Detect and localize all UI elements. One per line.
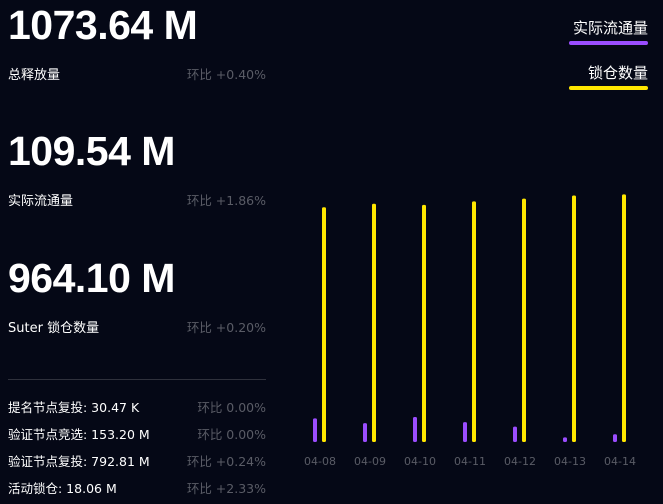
stat-value: 964.10 M [8,255,175,301]
bar-circulating-04-08[interactable] [313,418,317,442]
bar-circulating-04-14[interactable] [613,434,617,442]
stat-change: 环比 +0.20% [186,320,266,335]
detail-label: 活动锁仓: 18.06 M [8,481,117,496]
stat-change: 环比 +1.86% [186,193,266,208]
stat-label: Suter 锁仓数量 [8,321,100,336]
x-tick-label: 04-14 [604,455,636,468]
bar-locked-04-09[interactable] [372,203,376,442]
detail-change: 环比 +0.24% [186,454,266,469]
stat-total-release: 1073.64 M 总释放量 环比 +0.40% [8,3,266,83]
legend-label: 锁仓数量 [587,64,648,82]
stat-value: 109.54 M [8,128,175,174]
detail-row: 验证节点竞选: 153.20 M 环比 0.00% [8,424,266,443]
bar-locked-04-12[interactable] [522,198,526,442]
bar-locked-04-14[interactable] [622,194,626,442]
detail-label: 验证节点竞选: 153.20 M [8,427,150,442]
stat-label: 总释放量 [8,68,61,83]
bar-locked-04-08[interactable] [322,207,326,442]
bar-circulating-04-09[interactable] [363,423,367,442]
detail-change: 环比 +2.33% [186,481,266,496]
stat-label: 实际流通量 [8,194,74,209]
bar-locked-04-13[interactable] [572,195,576,442]
bar-locked-04-10[interactable] [422,204,426,442]
x-tick-label: 04-08 [304,455,336,468]
detail-row: 提名节点复投: 30.47 K 环比 0.00% [8,397,266,416]
legend-circulating[interactable]: 实际流通量 [569,19,648,45]
detail-label: 提名节点复投: 30.47 K [8,400,140,415]
divider [8,379,266,380]
x-tick-label: 04-10 [404,455,436,468]
detail-change: 环比 0.00% [197,400,266,415]
bar-circulating-04-11[interactable] [463,422,467,442]
detail-row: 活动锁仓: 18.06 M 环比 +2.33% [8,478,266,497]
stat-circulating: 109.54 M 实际流通量 环比 +1.86% [8,129,266,209]
bar-circulating-04-13[interactable] [563,437,567,442]
legend-swatch [569,86,648,90]
x-tick-label: 04-11 [454,455,486,468]
detail-change: 环比 0.00% [197,427,266,442]
legend-label: 实际流通量 [572,19,648,37]
bar-circulating-04-10[interactable] [413,417,417,442]
legend-swatch [569,41,648,45]
detail-row: 验证节点复投: 792.81 M 环比 +0.24% [8,451,266,470]
x-tick-label: 04-12 [504,455,536,468]
bar-circulating-04-12[interactable] [513,426,517,442]
x-tick-label: 04-13 [554,455,586,468]
stat-locked: 964.10 M Suter 锁仓数量 环比 +0.20% [8,256,266,336]
bar-locked-04-11[interactable] [472,201,476,442]
legend-locked[interactable]: 锁仓数量 [569,64,648,90]
x-tick-label: 04-09 [354,455,386,468]
stat-value: 1073.64 M [8,2,198,48]
stat-change: 环比 +0.40% [186,67,266,82]
detail-label: 验证节点复投: 792.81 M [8,454,150,469]
